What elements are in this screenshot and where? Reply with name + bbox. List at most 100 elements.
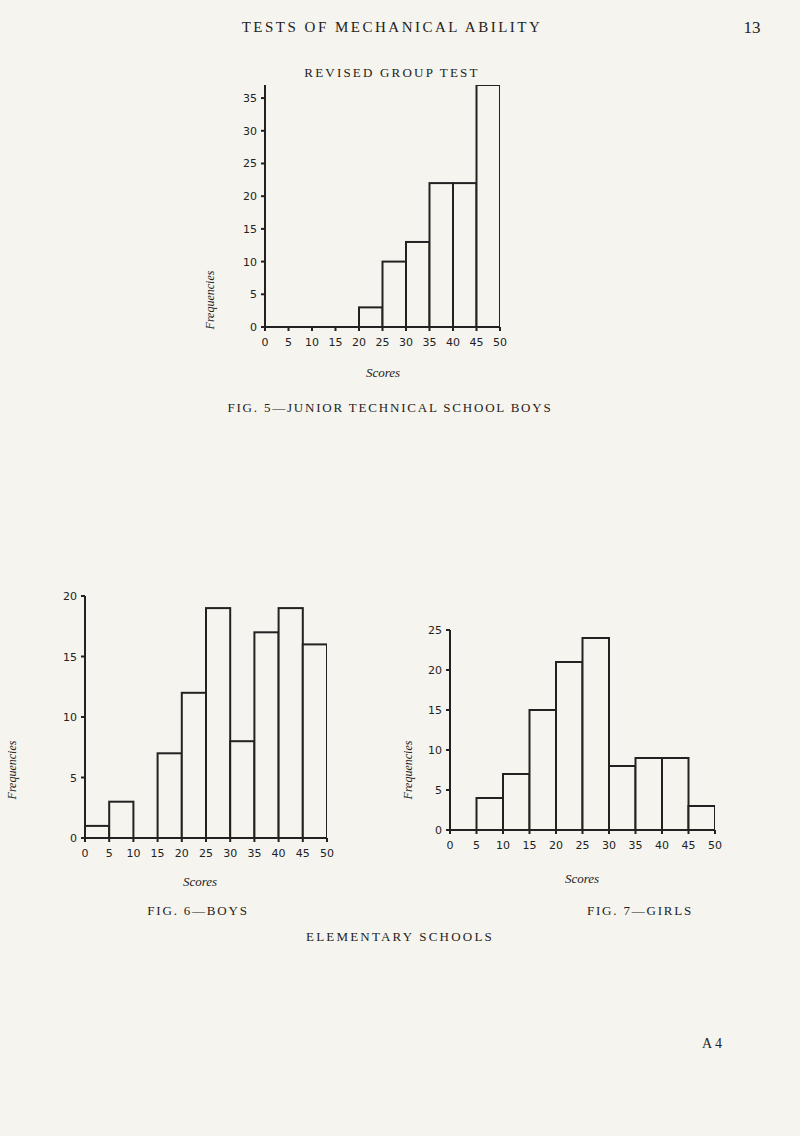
x-tick-label: 15 [523, 839, 537, 852]
x-tick-label: 40 [446, 336, 460, 349]
x-tick-label: 0 [447, 839, 454, 852]
y-tick-label: 20 [63, 590, 77, 603]
histogram-bar [477, 85, 501, 327]
y-tick [261, 195, 265, 197]
y-tick-label: 10 [243, 256, 257, 269]
bars [359, 85, 500, 327]
histogram-bar [583, 638, 610, 830]
histogram-bar [636, 758, 663, 830]
y-tick-label: 15 [63, 651, 77, 664]
x-tick-label: 0 [82, 847, 89, 860]
figure-caption: FIG. 5—JUNIOR TECHNICAL SCHOOL BOYS [227, 400, 552, 415]
y-tick-label: 0 [250, 321, 257, 334]
y-tick [81, 837, 85, 839]
x-tick-label: 15 [329, 336, 343, 349]
x-tick-label: 45 [470, 336, 484, 349]
x-tick [499, 327, 501, 331]
x-tick-label: 10 [496, 839, 510, 852]
y-tick-label: 20 [243, 190, 257, 203]
paper [0, 0, 800, 1136]
y-tick [446, 629, 450, 631]
x-tick-label: 5 [106, 847, 113, 860]
x-tick-label: 30 [399, 336, 413, 349]
x-tick-label: 40 [655, 839, 669, 852]
y-tick-label: 10 [63, 711, 77, 724]
x-tick [278, 838, 280, 842]
y-tick-label: 30 [243, 125, 257, 138]
x-tick [688, 830, 690, 834]
x-tick-label: 35 [629, 839, 643, 852]
y-tick [446, 749, 450, 751]
x-tick-label: 45 [296, 847, 310, 860]
y-tick-label: 0 [70, 832, 77, 845]
x-tick-label: 5 [285, 336, 292, 349]
histogram-bar [689, 806, 716, 830]
y-tick [261, 130, 265, 132]
x-tick [326, 838, 328, 842]
x-tick [635, 830, 637, 834]
y-tick [261, 293, 265, 295]
histogram-bar [503, 774, 530, 830]
y-tick [81, 716, 85, 718]
page-number: 13 [744, 18, 761, 37]
x-tick [358, 327, 360, 331]
histogram-bar [477, 798, 504, 830]
histogram-bar [254, 632, 278, 838]
histogram-bar [383, 262, 407, 327]
x-tick [311, 327, 313, 331]
figure-caption: FIG. 6—BOYS [147, 903, 248, 918]
x-tick-label: 30 [223, 847, 237, 860]
y-tick [81, 595, 85, 597]
x-tick-label: 35 [247, 847, 261, 860]
x-tick-label: 25 [199, 847, 213, 860]
y-tick [261, 261, 265, 263]
x-tick [452, 327, 454, 331]
y-tick-label: 5 [70, 772, 77, 785]
y-tick [261, 228, 265, 230]
x-tick-label: 20 [175, 847, 189, 860]
histogram-bar [230, 741, 254, 838]
histogram-bar [303, 644, 327, 838]
histogram-bar [430, 183, 454, 327]
y-tick [261, 97, 265, 99]
y-tick [446, 709, 450, 711]
x-tick [108, 838, 110, 842]
y-tick-label: 5 [250, 288, 257, 301]
y-axis-label: Frequencies [401, 740, 415, 800]
x-tick [502, 830, 504, 834]
chart: 051015202530354045500510152025ScoresFreq… [401, 624, 722, 918]
y-tick-label: 5 [435, 784, 442, 797]
x-tick-label: 20 [352, 336, 366, 349]
x-tick [288, 327, 290, 331]
x-tick-label: 50 [320, 847, 334, 860]
y-tick [446, 669, 450, 671]
x-tick-label: 40 [272, 847, 286, 860]
y-axis [449, 630, 451, 830]
x-tick-label: 10 [305, 336, 319, 349]
x-tick-label: 5 [473, 839, 480, 852]
x-tick [582, 830, 584, 834]
x-tick [476, 830, 478, 834]
y-tick-label: 25 [243, 157, 257, 170]
y-tick-label: 20 [428, 664, 442, 677]
histogram-bar [609, 766, 636, 830]
x-tick [132, 838, 134, 842]
x-tick [714, 830, 716, 834]
x-tick-label: 25 [376, 336, 390, 349]
bars [477, 638, 716, 830]
page: TESTS OF MECHANICAL ABILITY13REVISED GRO… [0, 0, 800, 1136]
y-axis-label: Frequencies [5, 740, 19, 800]
y-tick-label: 25 [428, 624, 442, 637]
y-tick [81, 777, 85, 779]
x-tick-label: 45 [682, 839, 696, 852]
y-axis-label: Frequencies [203, 270, 217, 330]
histogram-bar [530, 710, 557, 830]
group-caption: ELEMENTARY SCHOOLS [306, 929, 494, 944]
y-tick-label: 15 [428, 704, 442, 717]
y-axis [264, 85, 266, 327]
y-tick [81, 656, 85, 658]
x-tick [229, 838, 231, 842]
x-tick-label: 50 [493, 336, 507, 349]
y-tick [261, 162, 265, 164]
histogram-bar [556, 662, 583, 830]
